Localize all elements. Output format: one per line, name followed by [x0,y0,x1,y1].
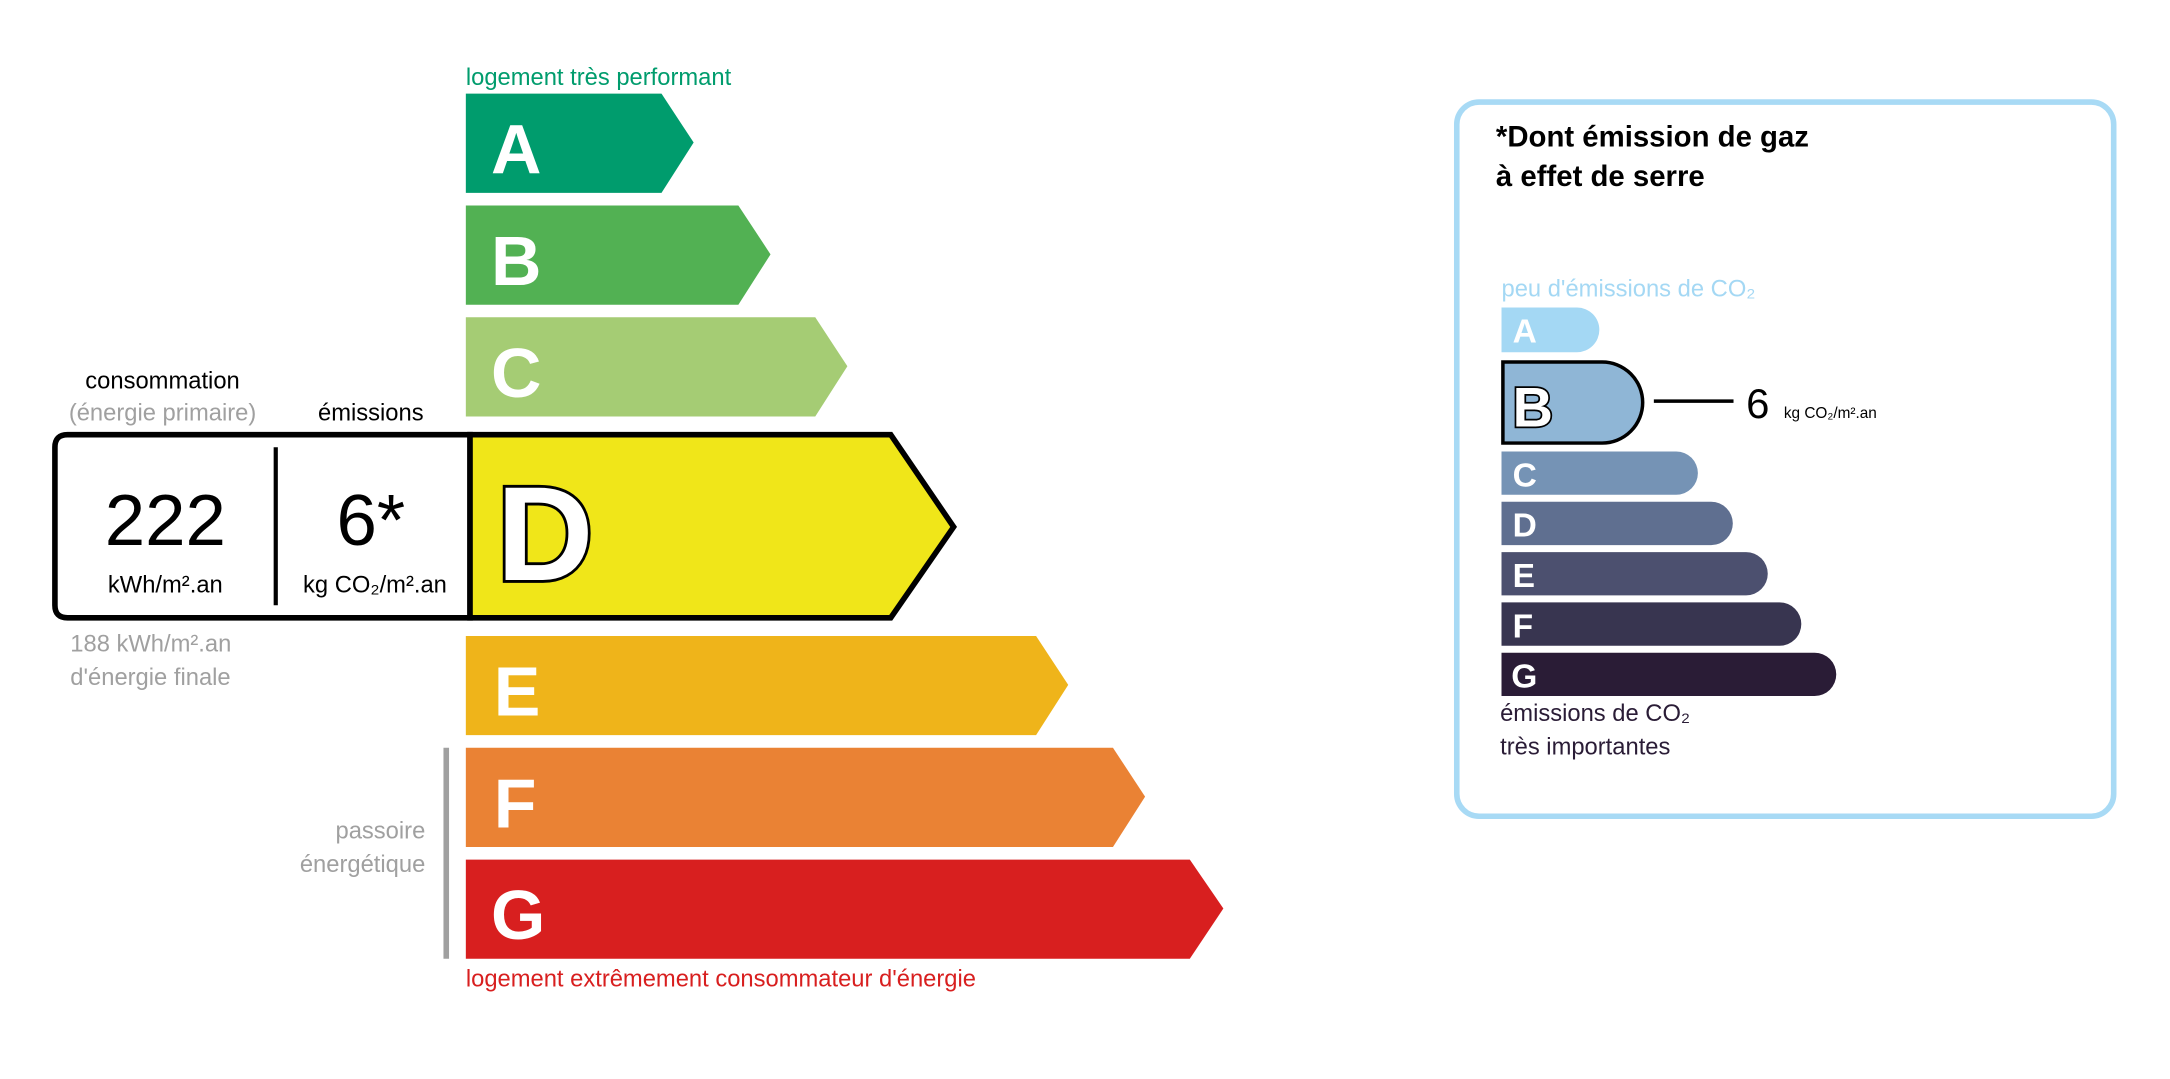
class-f-bar [465,747,1146,847]
ges-title-line1: *Dont émission de gaz [1496,121,1809,154]
top-label: logement très performant [466,64,732,91]
class-a-letter: A [491,110,541,188]
ges-unit: kg CO₂/m².an [1784,405,1877,422]
ges-class-c-letter: C [1513,457,1537,494]
ges-top-label: peu d'émissions de CO₂ [1502,275,1756,302]
ges-class-d-letter: D [1513,508,1537,545]
current-class-d: 222 kWh/m².an 6* kg CO₂/m².an D [52,431,958,621]
passoire-line1: passoire [336,818,426,845]
ges-class-f-letter: F [1513,608,1533,645]
class-g-bar [465,859,1224,959]
class-d-letter: D [497,460,594,609]
ges-class-f-bar [1501,602,1802,646]
emissions-label: émissions [318,400,424,427]
ges-title-line2: à effet de serre [1496,160,1705,193]
ges-class-e-letter: E [1513,558,1535,595]
emissions-unit: kg CO₂/m².an [303,572,447,599]
ges-class-g-letter: G [1511,659,1537,696]
class-c-bar [465,317,848,417]
consumption-label: consommation [85,368,239,395]
energy-class-f: F [465,747,1146,847]
values-box [52,431,473,621]
ges-class-a-bar [1501,307,1600,353]
energy-class-b: B [465,205,771,305]
class-b-letter: B [491,222,541,300]
ges-class-g-bar [1501,652,1837,697]
ges-class-b-letter: B [1513,375,1553,438]
ges-bottom-line1: émissions de CO₂ [1500,700,1690,727]
energy-class-g: G [465,859,1224,959]
passoire-line2: énergétique [300,851,425,878]
class-f-letter: F [494,764,537,842]
ges-class-d-bar [1501,501,1733,546]
bottom-label: logement extrêmement consommateur d'éner… [466,966,976,993]
consumption-value: 222 [105,480,226,561]
ges-class-e-bar [1501,552,1768,596]
final-label: d'énergie finale [70,664,230,691]
energy-class-c: C [465,317,848,417]
primary-label: (énergie primaire) [69,400,256,427]
final-value: 188 kWh/m².an [70,630,231,657]
ges-panel: *Dont émission de gaz à effet de serre p… [1453,99,2117,820]
class-c-letter: C [491,334,541,412]
class-d-bar [467,431,958,621]
energy-class-e: E [465,635,1069,736]
emissions-value: 6* [336,480,405,561]
class-b-bar [465,205,771,305]
ges-class-b-bar [1501,360,1645,445]
class-a-bar [465,93,694,193]
ges-value: 6 [1746,380,1769,427]
class-g-letter: G [491,876,545,954]
energy-class-a: A [465,93,694,193]
consumption-unit: kWh/m².an [108,572,223,599]
ges-class-a-letter: A [1513,313,1537,350]
ges-bottom-line2: très importantes [1500,734,1670,761]
class-e-bar [465,635,1069,736]
ges-class-c-bar [1501,451,1698,495]
class-e-letter: E [494,653,541,731]
